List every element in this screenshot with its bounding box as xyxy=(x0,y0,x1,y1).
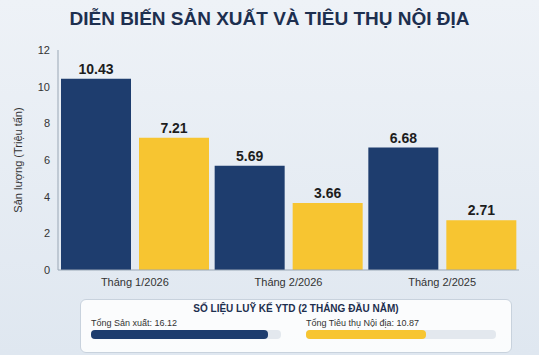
svg-text:8: 8 xyxy=(44,117,50,129)
svg-text:5.69: 5.69 xyxy=(236,148,263,164)
html-text:DIỄN BIẾN SẢN XUẤT VÀ TIÊU THỤ: DIỄN BIẾN SẢN XUẤT VÀ TIÊU THỤ NỘI ĐỊA xyxy=(69,8,470,29)
html-text:SỐ LIỆU LUỸ KẾ YTD (2 THÁNG ĐẦ: SỐ LIỆU LUỸ KẾ YTD (2 THÁNG ĐẦU NĂM) xyxy=(193,303,399,314)
svg-text:10.43: 10.43 xyxy=(78,61,113,77)
svg-text:10: 10 xyxy=(38,81,50,93)
svg-text:Tháng 1/2026: Tháng 1/2026 xyxy=(101,276,169,288)
svg-text:6.68: 6.68 xyxy=(390,130,417,146)
svg-text:Tháng 2/2025: Tháng 2/2025 xyxy=(408,276,476,288)
svg-text:Sản lượng (Triệu tấn): Sản lượng (Triệu tấn) xyxy=(12,107,24,212)
svg-text:7.21: 7.21 xyxy=(160,120,187,136)
svg-text:2: 2 xyxy=(44,227,50,239)
svg-text:3.66: 3.66 xyxy=(314,185,341,201)
html-text:Tổng Tiêu thụ Nội địa: 10.87: Tổng Tiêu thụ Nội địa: 10.87 xyxy=(306,318,420,328)
svg-text:Tháng 2/2026: Tháng 2/2026 xyxy=(255,276,323,288)
html-text:Tổng Sản xuất: 16.12: Tổng Sản xuất: 16.12 xyxy=(91,318,178,328)
svg-text:0: 0 xyxy=(44,264,50,276)
svg-text:6: 6 xyxy=(44,154,50,166)
svg-text:2.71: 2.71 xyxy=(468,202,495,218)
svg-text:12: 12 xyxy=(38,44,50,56)
svg-text:4: 4 xyxy=(44,191,50,203)
